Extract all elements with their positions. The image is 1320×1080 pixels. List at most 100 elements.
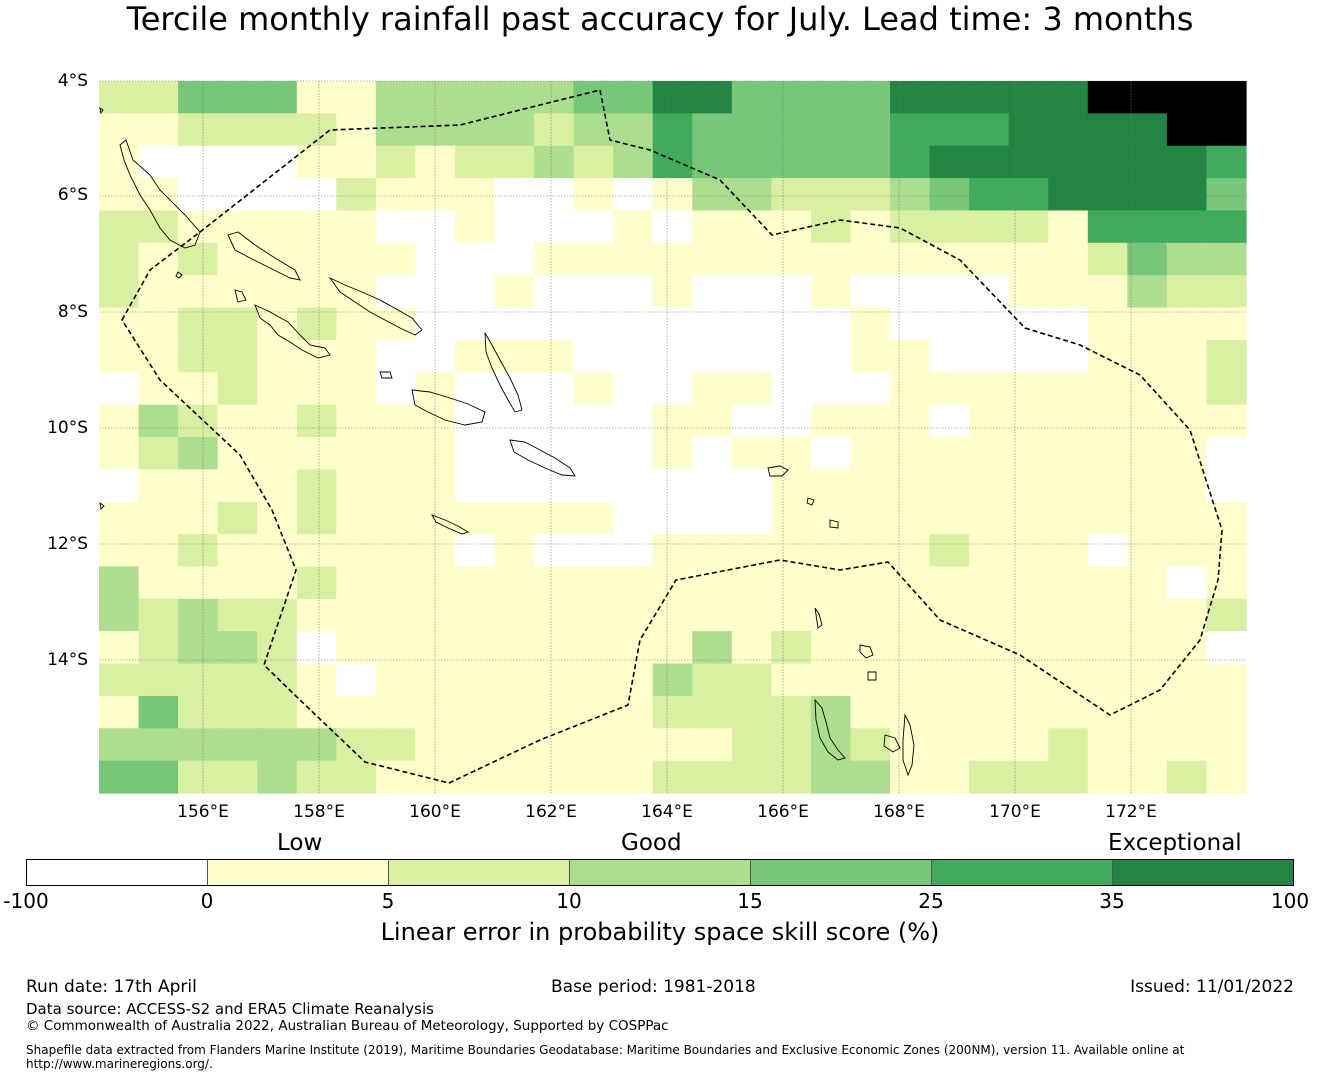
grid-cell xyxy=(652,307,693,341)
grid-cell xyxy=(534,663,575,697)
grid-cell xyxy=(652,534,693,568)
grid-cell xyxy=(217,760,258,794)
grid-cell xyxy=(890,81,931,114)
grid-cell xyxy=(890,501,931,535)
grid-cell xyxy=(731,113,772,147)
grid-cell xyxy=(217,728,258,762)
grid-cell xyxy=(178,404,219,438)
grid-cell xyxy=(415,81,456,114)
grid-cell xyxy=(692,178,733,212)
grid-cell xyxy=(415,566,456,600)
grid-cell xyxy=(454,275,496,309)
grid-cell xyxy=(1166,760,1208,794)
grid-cell xyxy=(1166,728,1208,762)
grid-cell xyxy=(99,501,140,535)
grid-cell xyxy=(138,728,179,762)
grid-cell xyxy=(731,469,772,503)
grid-cell xyxy=(890,566,931,600)
grid-cell xyxy=(296,404,337,438)
grid-cell xyxy=(573,663,614,697)
grid-cell xyxy=(415,242,456,276)
grid-cell xyxy=(731,81,772,114)
grid-cell xyxy=(375,663,417,697)
grid-cell xyxy=(850,372,891,406)
grid-cell xyxy=(810,566,852,600)
grid-cell xyxy=(969,566,1010,600)
grid-cell xyxy=(454,760,496,794)
grid-cell xyxy=(1087,728,1128,762)
grid-cell xyxy=(613,760,654,794)
grid-cell xyxy=(929,566,970,600)
grid-cell xyxy=(573,242,614,276)
grid-cell xyxy=(375,728,417,762)
grid-cell xyxy=(336,760,377,794)
grid-cell xyxy=(1048,631,1089,665)
grid-cell xyxy=(692,339,733,373)
grid-cell xyxy=(178,372,219,406)
grid-cell xyxy=(415,178,456,212)
grid-cell xyxy=(415,534,456,568)
grid-cell xyxy=(1127,566,1168,600)
grid-cell xyxy=(1048,534,1089,568)
grid-cell xyxy=(415,113,456,147)
grid-cell xyxy=(494,695,535,729)
grid-cell xyxy=(1048,469,1089,503)
grid-cell xyxy=(296,469,337,503)
grid-cell xyxy=(652,728,693,762)
shapefile-credit-url: http://www.marineregions.org/. xyxy=(26,1057,213,1071)
grid-cell xyxy=(138,695,179,729)
grid-cell xyxy=(731,695,772,729)
grid-cell xyxy=(969,534,1010,568)
grid-cell xyxy=(573,566,614,600)
grid-cell xyxy=(810,275,852,309)
grid-cell xyxy=(731,307,772,341)
grid-cell xyxy=(178,437,219,470)
grid-cell xyxy=(494,210,535,244)
grid-cell xyxy=(573,437,614,470)
grid-cell xyxy=(1166,242,1208,276)
grid-cell xyxy=(534,760,575,794)
grid-cell xyxy=(1166,695,1208,729)
grid-cell xyxy=(1087,695,1128,729)
grid-cell xyxy=(296,372,337,406)
grid-cell xyxy=(890,178,931,212)
grid-cell xyxy=(99,307,140,341)
grid-cell xyxy=(771,210,812,244)
grid-cell xyxy=(929,210,970,244)
grid-cell xyxy=(1048,598,1089,632)
grid-cell xyxy=(178,81,219,114)
grid-cell xyxy=(810,113,852,147)
grid-cell xyxy=(613,631,654,665)
grid-cell xyxy=(692,113,733,147)
grid-cell xyxy=(692,307,733,341)
grid-cell xyxy=(1206,534,1247,568)
grid-cell xyxy=(1166,598,1208,632)
grid-cell xyxy=(534,372,575,406)
grid-cell xyxy=(178,534,219,568)
grid-cell xyxy=(217,663,258,697)
grid-cell xyxy=(613,695,654,729)
grid-cell xyxy=(1048,372,1089,406)
lon-label: 164°E xyxy=(641,802,693,822)
grid-cell xyxy=(692,598,733,632)
grid-cell xyxy=(1087,598,1128,632)
grid-cell xyxy=(1127,760,1168,794)
grid-cell xyxy=(890,113,931,147)
grid-cell xyxy=(494,404,535,438)
grid-cell xyxy=(415,275,456,309)
grid-cell xyxy=(296,663,337,697)
grid-cell xyxy=(1087,210,1128,244)
grid-cell xyxy=(454,113,496,147)
grid-cell xyxy=(99,566,140,600)
grid-cell xyxy=(573,760,614,794)
grid-cell xyxy=(257,210,298,244)
grid-cell xyxy=(217,501,258,535)
grid-cell xyxy=(1127,113,1168,147)
grid-cell xyxy=(929,242,970,276)
grid-cell xyxy=(613,145,654,179)
ambae-island xyxy=(859,644,874,659)
grid-cell xyxy=(850,145,891,179)
grid-cell xyxy=(217,145,258,179)
grid-cell xyxy=(573,81,614,114)
bougainville-island xyxy=(119,139,201,249)
